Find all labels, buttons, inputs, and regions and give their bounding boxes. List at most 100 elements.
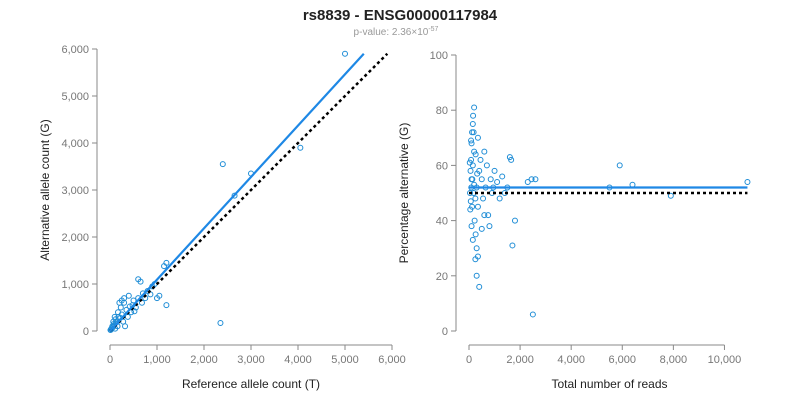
point: [467, 198, 474, 205]
point: [342, 50, 348, 57]
y-tick-label: 100: [430, 50, 448, 62]
point: [468, 223, 475, 230]
x-tick-label: 0: [466, 354, 472, 366]
x-tick-label: 2,000: [506, 354, 534, 366]
point: [511, 217, 518, 224]
chart-title: rs8839 - ENSG00000117984: [303, 7, 498, 24]
point: [124, 313, 131, 320]
point: [469, 121, 476, 127]
y-tick-label: 40: [436, 216, 448, 228]
point: [473, 272, 480, 279]
x-tick-label: 5,000: [331, 354, 359, 366]
y-tick-label: 2,000: [61, 232, 89, 244]
point: [468, 137, 475, 144]
x-tick-label: 10,000: [708, 354, 742, 366]
point: [616, 162, 623, 169]
point: [494, 178, 501, 185]
reference-line: [109, 52, 389, 332]
point: [532, 176, 539, 183]
point: [137, 278, 144, 285]
point: [467, 167, 474, 174]
point: [481, 212, 488, 219]
point: [474, 203, 481, 210]
point: [472, 151, 479, 158]
point: [486, 223, 493, 230]
point: [469, 162, 476, 169]
point: [231, 192, 238, 199]
point: [125, 292, 132, 299]
point: [474, 170, 481, 177]
y-tick-label: 20: [436, 271, 448, 283]
point: [474, 134, 481, 141]
subtitle-exponent: -57: [428, 26, 438, 33]
point: [474, 253, 481, 260]
point: [468, 140, 475, 147]
point: [118, 297, 125, 304]
x-axis-title: Total number of reads: [551, 377, 667, 391]
x-tick-label: 6,000: [609, 354, 637, 366]
point: [478, 176, 485, 183]
point: [470, 112, 477, 119]
subtitle: p-value: 2.36×10-57: [354, 26, 439, 38]
point: [297, 144, 304, 151]
point: [471, 104, 478, 111]
point: [161, 263, 168, 270]
point: [473, 245, 480, 252]
point: [485, 212, 492, 219]
point: [110, 318, 117, 325]
point: [667, 192, 674, 199]
point: [472, 231, 479, 238]
point: [487, 176, 494, 183]
point: [131, 308, 138, 315]
y-axis-title: Percentage alternative (G): [397, 123, 411, 264]
point: [478, 225, 485, 232]
point: [114, 309, 121, 316]
point: [467, 190, 474, 196]
x-tick-label: 3,000: [237, 354, 265, 366]
point: [506, 154, 513, 161]
point: [524, 178, 531, 185]
x-axis-title: Reference allele count (T): [182, 377, 320, 391]
point: [217, 320, 224, 327]
y-tick-label: 1,000: [61, 279, 89, 291]
point: [476, 283, 483, 290]
y-tick-label: 4,000: [61, 138, 89, 150]
y-tick-label: 0: [83, 326, 89, 338]
point: [468, 156, 475, 163]
point: [469, 176, 476, 183]
y-tick-label: 60: [436, 160, 448, 172]
point: [480, 195, 487, 202]
point: [163, 302, 170, 309]
point: [491, 167, 498, 174]
point: [219, 161, 226, 168]
x-tick-label: 4,000: [557, 354, 585, 366]
x-tick-label: 0: [107, 354, 113, 366]
fit-line: [109, 52, 365, 332]
x-tick-label: 4,000: [284, 354, 312, 366]
y-axis-title: Alternative allele count (G): [38, 119, 52, 260]
point: [471, 217, 478, 224]
point: [508, 156, 515, 163]
point: [117, 304, 124, 311]
point: [466, 159, 473, 166]
point: [483, 162, 490, 169]
point: [472, 195, 479, 202]
point: [154, 295, 160, 302]
point: [528, 176, 535, 183]
y-tick-label: 80: [436, 105, 448, 117]
y-tick-label: 6,000: [61, 44, 89, 56]
point: [467, 206, 474, 213]
point: [529, 311, 536, 318]
point: [496, 195, 503, 202]
x-tick-label: 8,000: [660, 354, 688, 366]
point: [469, 236, 476, 243]
x-tick-label: 2,000: [190, 354, 218, 366]
x-tick-label: 1,000: [143, 354, 171, 366]
point: [509, 242, 516, 249]
y-tick-label: 5,000: [61, 91, 89, 103]
y-tick-label: 0: [442, 326, 448, 338]
point: [499, 173, 506, 180]
point: [122, 323, 129, 330]
